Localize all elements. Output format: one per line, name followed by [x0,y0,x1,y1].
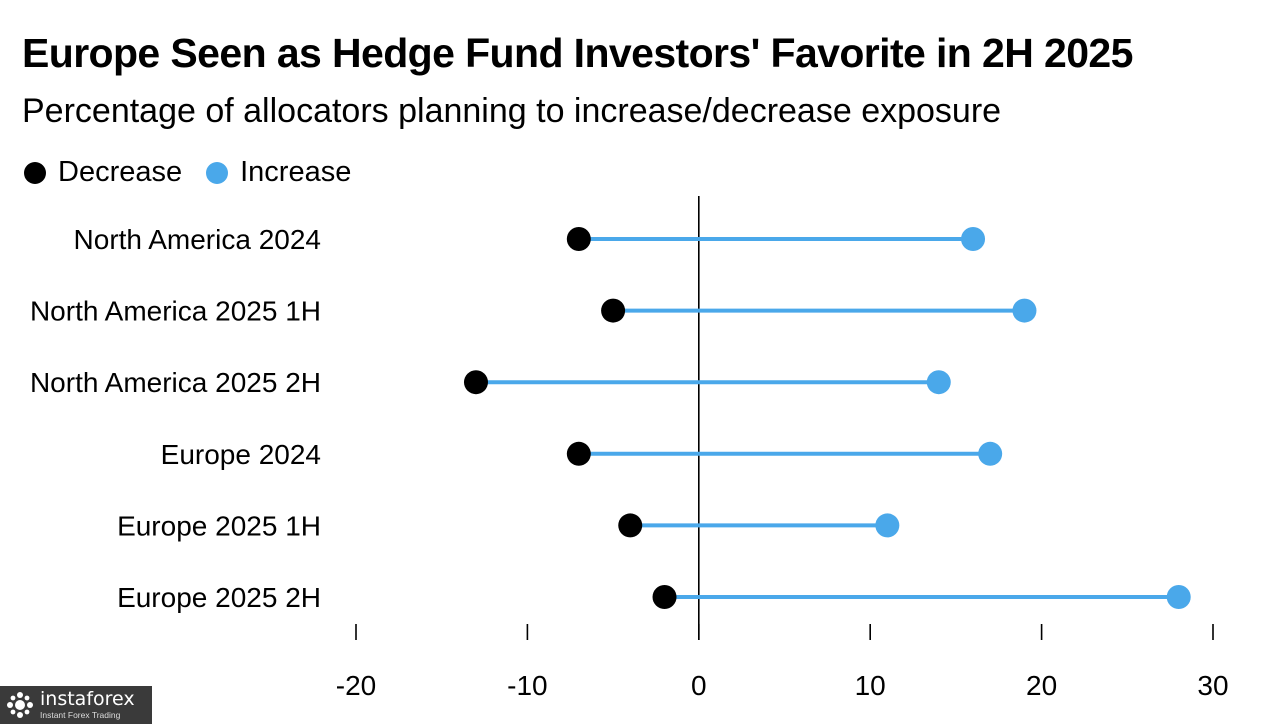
legend: Decrease Increase [24,156,375,189]
watermark: instaforex Instant Forex Trading [0,686,152,724]
category-label: Europe 2025 1H [117,510,321,541]
legend-swatch-increase [206,161,229,184]
x-tick-label: 30 [1197,670,1228,701]
increase-point [926,370,951,395]
increase-point [1012,298,1037,323]
chart-subtitle: Percentage of allocators planning to inc… [22,92,1002,130]
category-label: North America 2025 1H [30,296,321,327]
legend-swatch-decrease [24,161,46,184]
decrease-point [652,585,677,609]
increase-point [1166,585,1191,609]
decrease-point [566,227,591,251]
x-tick-label: 10 [855,670,886,701]
watermark-brand: instaforex [40,688,135,711]
chart-title: Europe Seen as Hedge Fund Investors' Fav… [22,30,1133,76]
x-tick-label: 0 [691,670,707,701]
x-tick-label: 20 [1026,670,1057,701]
increase-point [961,227,986,251]
watermark-tagline: Instant Forex Trading [40,710,121,721]
decrease-point [566,441,591,466]
decrease-point [601,298,626,323]
category-label: North America 2024 [74,224,321,255]
decrease-point [463,370,488,395]
x-tick-label: -20 [336,670,376,701]
category-label: Europe 2024 [161,439,321,470]
legend-item-decrease: Decrease [24,156,182,189]
increase-point [978,441,1003,466]
x-tick-label: -10 [507,670,547,701]
category-label: North America 2025 2H [30,367,321,398]
increase-point [875,513,900,538]
legend-item-increase: Increase [206,156,351,189]
category-label: Europe 2025 2H [117,582,321,613]
legend-label-increase: Increase [240,156,352,188]
decrease-point [618,513,643,538]
legend-label-decrease: Decrease [58,156,183,188]
instaforex-logo-icon [7,692,33,718]
